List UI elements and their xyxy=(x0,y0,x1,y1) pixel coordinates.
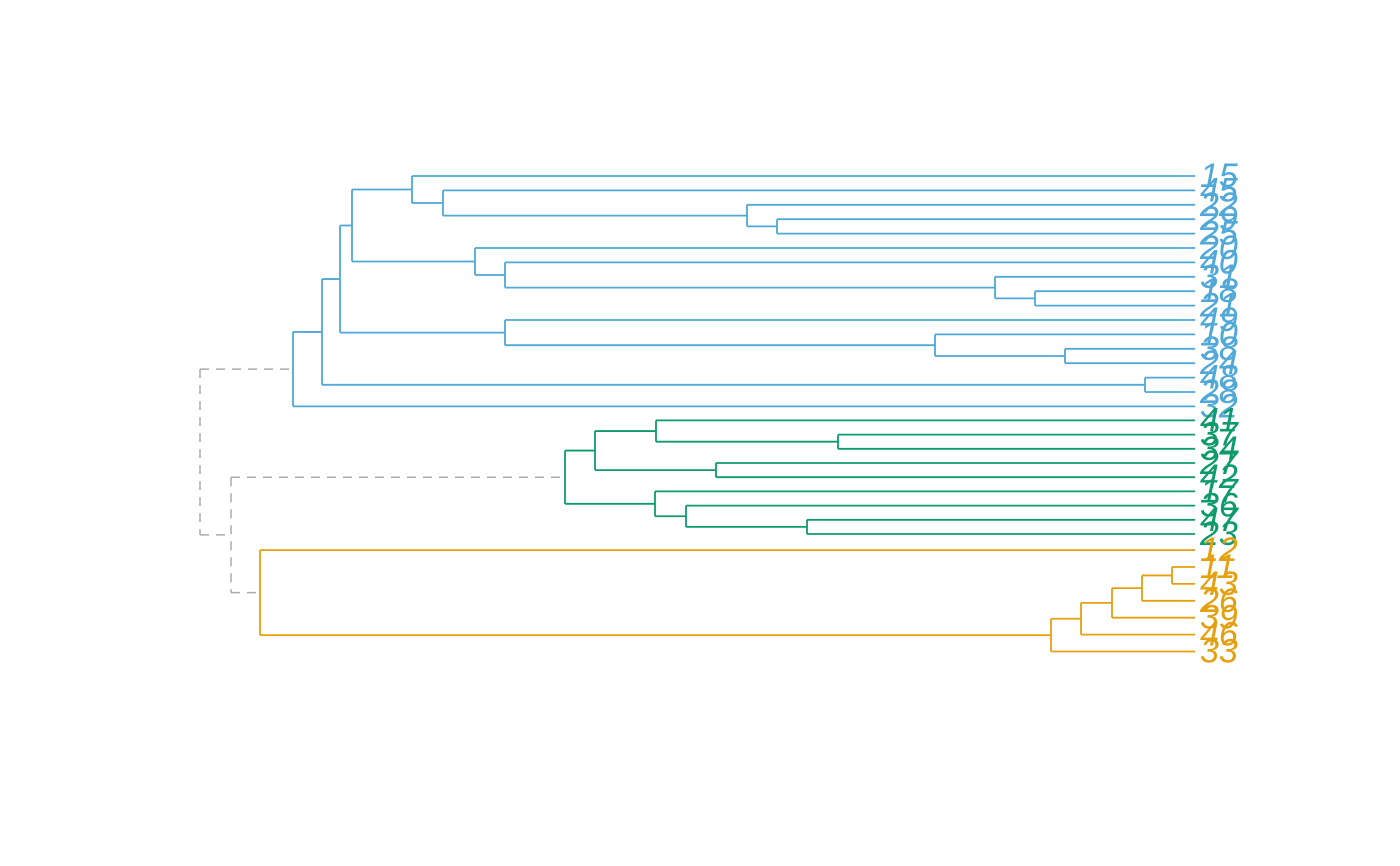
svg-text:33: 33 xyxy=(1200,633,1238,671)
